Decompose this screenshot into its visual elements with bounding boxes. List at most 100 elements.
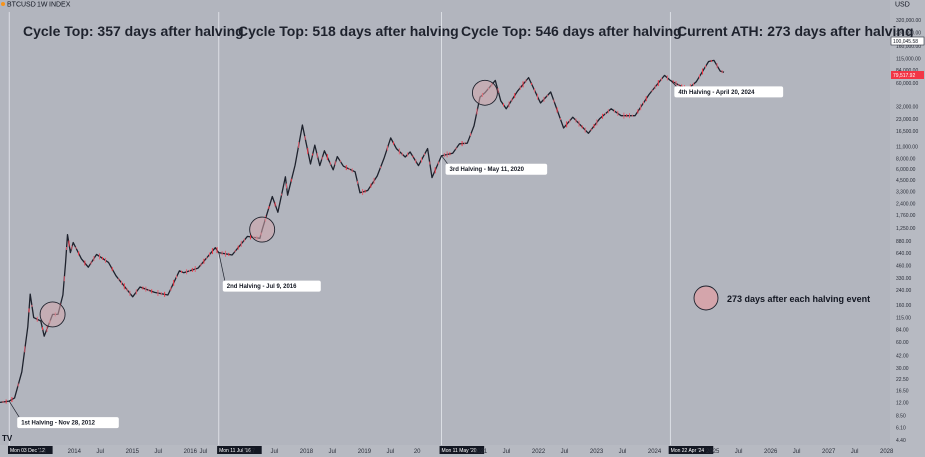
callout-label-2: 2nd Halving - Jul 9, 2016 [227, 284, 297, 290]
y-tick-label: 330.00 [896, 276, 912, 282]
y-tick-label: 160,000.00 [896, 44, 921, 50]
x-tick-label: Jul [386, 449, 394, 455]
y-tick-label: 460.00 [896, 264, 912, 270]
y-tick-label: 32,000.00 [896, 104, 918, 110]
halving-callouts: 1st Halving - Nov 28, 2012 2nd Halving - … [8, 80, 784, 429]
x-tick-label: 2015 [126, 449, 140, 455]
tradingview-logo: TV [2, 434, 13, 443]
y-tick-label: 115.00 [896, 316, 911, 322]
y-tick-label: 1,760.00 [896, 213, 916, 219]
x-tick-label: 2014 [68, 449, 82, 455]
x-tick-label: 2017 [242, 449, 256, 455]
x-tick-label: Jul [851, 449, 859, 455]
y-tick-label: 1,250.00 [896, 226, 916, 232]
y-tick-label: 2,400.00 [896, 202, 916, 208]
y-tick-label: 3,300.00 [896, 190, 916, 196]
callout-leader [670, 80, 677, 87]
callout-box-2 [222, 280, 321, 292]
symbol-label[interactable]: BTCUSD [7, 2, 36, 9]
y-tick-label: 8,000.00 [896, 156, 916, 162]
y-tick-label: 60,000.00 [896, 81, 918, 87]
callout-box-4 [674, 86, 784, 98]
y-tick-label: 42.00 [896, 353, 909, 359]
x-tick-label: Jul [735, 449, 743, 455]
x-tick-label: Jul [793, 449, 801, 455]
legend-label: 273 days after each halving event [727, 294, 870, 304]
interval-label[interactable]: 1W [37, 2, 48, 9]
callout-label-3: 3rd Halving - May 11, 2020 [450, 167, 525, 173]
x-tick-label: Jul [154, 449, 162, 455]
x-date-tag: Mon 03 Dec '12 [10, 448, 45, 454]
x-date-tag-box [8, 446, 53, 454]
y-tick-label: 16.50 [896, 388, 909, 394]
legend-circle-icon [693, 285, 719, 311]
x-tick-label: Jul [503, 449, 511, 455]
x-tick-label: Jul [329, 449, 337, 455]
x-date-tag: Mon 11 May '20 [442, 448, 477, 454]
x-tick-label: Jul [561, 449, 569, 455]
callout-box-1 [17, 417, 119, 429]
halving-273-day-markers [39, 79, 498, 328]
x-tick-label: 2021 [474, 449, 488, 455]
y-tick-label: 320,000.00 [896, 18, 921, 24]
x-tick-label: Jul [38, 449, 46, 455]
current-price-tag-box [891, 71, 924, 79]
x-date-tag: Mon 11 Jul '16 [219, 448, 251, 454]
y-tick-label: 240.00 [896, 288, 912, 294]
x-tick-label: 2024 [648, 449, 662, 455]
x-date-tag-box [668, 446, 714, 454]
y-tick-label: 16,500.00 [896, 129, 918, 135]
y-tick-label: 230,000.00 [896, 30, 921, 36]
y-tick-label: 11,000.00 [896, 144, 918, 150]
bitcoin-icon [1, 2, 5, 6]
x-tick-label: 20 [414, 449, 421, 455]
x-tick-label: 2016 [184, 449, 198, 455]
chart-header: BTCUSD 1W INDEX USD [1, 2, 910, 9]
x-date-tag-box [217, 446, 262, 454]
callout-leader [441, 155, 448, 164]
x-tick-label: Jul [96, 449, 104, 455]
cycle-top-label-3: Cycle Top: 546 days after halving [461, 23, 682, 39]
current-ath-label: Current ATH: 273 days after halving [677, 23, 914, 39]
y-tick-label: 115,000.00 [896, 56, 921, 62]
x-date-tag: Mon 22 Apr '24 [671, 448, 705, 454]
x-tick-label: Jul [619, 449, 627, 455]
callout-label-1: 1st Halving - Nov 28, 2012 [21, 421, 95, 427]
y-tick-label: 60.00 [896, 340, 909, 346]
x-tick-label: 2027 [822, 449, 836, 455]
y-tick-label: 880.00 [896, 239, 912, 245]
currency-label: USD [895, 2, 910, 9]
x-tick-label: 2019 [358, 449, 372, 455]
x-tick-label: 2025 [706, 449, 720, 455]
current-price-tag: 79,517.92 [893, 73, 915, 79]
price-tags: 100,045.58 79,517.92 [890, 36, 925, 79]
ath-price-tag: 100,045.58 [893, 39, 918, 45]
callout-label-4: 4th Halving - April 20, 2024 [678, 90, 755, 96]
x-tick-label: 2022 [532, 449, 546, 455]
x-tick-label: 2018 [300, 449, 314, 455]
halving-lines [8, 12, 671, 445]
legend: 273 days after each halving event [693, 285, 870, 311]
y-tick-label: 12.00 [896, 400, 909, 406]
y-tick-label: 640.00 [896, 251, 912, 257]
y-tick-label: 4.40 [896, 438, 906, 444]
x-tick-label: Jul [199, 449, 207, 455]
marker-circle-1 [39, 301, 66, 328]
y-tick-label: 4,500.00 [896, 178, 916, 184]
x-tick-label: Jul [271, 449, 279, 455]
y-tick-label: 22.50 [896, 377, 909, 383]
cycle-top-label-1: Cycle Top: 357 days after halving [23, 23, 244, 39]
top-annotations: Cycle Top: 357 days after halving Cycle … [23, 23, 914, 39]
cycle-top-label-2: Cycle Top: 518 days after halving [238, 23, 459, 39]
x-tick-label: 2023 [590, 449, 604, 455]
price-axis: 320,000.00 230,000.00 160,000.00 115,000.00… [896, 18, 921, 444]
y-tick-label: 30.00 [896, 366, 909, 372]
y-tick-label: 6,000.00 [896, 167, 916, 173]
marker-circle-3 [471, 79, 498, 106]
exchange-label: INDEX [49, 2, 71, 9]
y-tick-label: 84.00 [896, 327, 909, 333]
callout-leader [218, 252, 226, 281]
